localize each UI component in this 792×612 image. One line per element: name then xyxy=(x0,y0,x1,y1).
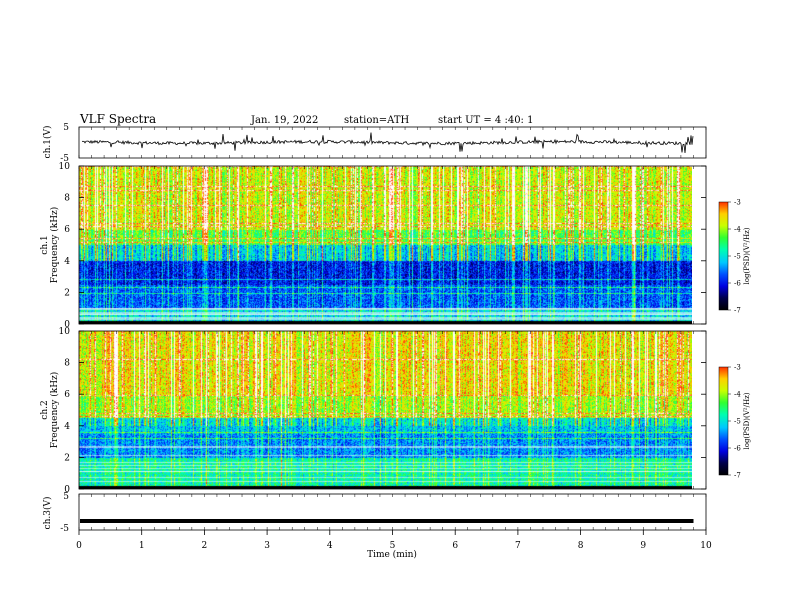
frequency-tick-label: 6 xyxy=(64,390,70,400)
frequency-tick-label: 10 xyxy=(59,327,71,337)
time-axis-tick-label: 10 xyxy=(700,541,712,551)
frequency-tick-label: 8 xyxy=(64,359,70,369)
colorbar-tick-label: -3 xyxy=(734,199,741,207)
ch2-frequency-ticks: 0 2 4 6 8 10 xyxy=(59,327,706,495)
colorbar-tick-label: -4 xyxy=(734,226,741,234)
time-axis-tick-label: 2 xyxy=(202,541,208,551)
ch3-ytick-bottom: -5 xyxy=(60,524,69,534)
ch3-frame xyxy=(78,493,707,531)
time-axis-tick-label: 3 xyxy=(264,541,270,551)
ch1-spectrogram-ylabel-channel: ch.1 xyxy=(40,235,50,254)
time-axis: Time (min) 0 1 2 3 4 5 6 7 8 9 10 xyxy=(76,127,712,560)
colorbar-tick-label: -7 xyxy=(734,472,741,480)
date-label: Jan. 19, 2022 xyxy=(250,115,318,126)
ch1-colorbar-ticks: -3 -4 -5 -6 -7 xyxy=(728,199,741,315)
time-axis-tick-label: 6 xyxy=(452,541,458,551)
ch2-colorbar: -3 -4 -5 -6 -7 log(PSD)(V²/Hz) xyxy=(718,364,751,480)
colorbar-tick-label: -6 xyxy=(734,445,741,453)
frequency-tick-label: 10 xyxy=(59,162,71,172)
ch1-colorbar-gradient xyxy=(719,202,728,310)
ch1-ytick-top: 5 xyxy=(63,123,69,133)
ch1-spectrogram-ylabel-frequency: Frequency (kHz) xyxy=(49,207,60,284)
ch3-trace xyxy=(80,519,694,523)
start-time-label: start UT = 4 :40: 1 xyxy=(438,115,533,126)
ch3-ylabel: ch.3(V) xyxy=(42,497,53,530)
ch2-spectrogram-ylabel-frequency: Frequency (kHz) xyxy=(49,372,60,449)
ch1-frequency-ticks: 0 2 4 6 8 10 xyxy=(59,162,706,330)
frequency-tick-label: 4 xyxy=(64,422,70,432)
frequency-tick-label: 2 xyxy=(64,453,70,463)
ch1-spectrogram-image xyxy=(79,166,692,324)
time-axis-tick-label: 1 xyxy=(139,541,145,551)
ch1-trace xyxy=(81,132,694,153)
time-axis-tick-label: 5 xyxy=(390,541,396,551)
ch2-colorbar-label: log(PSD)(V²/Hz) xyxy=(743,392,751,449)
figure-header: VLF Spectra Jan. 19, 2022 station=ATH st… xyxy=(79,112,533,126)
frequency-tick-label: 6 xyxy=(64,225,70,235)
ch2-spectrogram-image xyxy=(79,331,692,489)
ch3-ytick-top: 5 xyxy=(63,492,69,502)
frequency-tick-label: 4 xyxy=(64,257,70,267)
time-axis-tick-label: 8 xyxy=(578,541,584,551)
figure-title: VLF Spectra xyxy=(79,112,156,126)
colorbar-tick-label: -3 xyxy=(734,364,741,372)
ch1-ylabel: ch.1(V) xyxy=(42,126,53,159)
ch1-ytick-bottom: -5 xyxy=(60,154,69,164)
ch2-spectrogram-panel: 0 2 4 6 8 10 ch.2 Frequency (kHz) xyxy=(40,327,707,495)
frequency-tick-label: 2 xyxy=(64,288,70,298)
time-axis-tick-label: 9 xyxy=(640,541,646,551)
station-label: station=ATH xyxy=(344,115,410,126)
time-axis-tick-label: 7 xyxy=(515,541,521,551)
colorbar-tick-label: -5 xyxy=(734,253,741,261)
ch2-spectrogram-ylabel-channel: ch.2 xyxy=(40,400,50,419)
frequency-tick-label: 0 xyxy=(64,320,70,330)
colorbar-tick-label: -4 xyxy=(734,391,741,399)
colorbar-tick-label: -5 xyxy=(734,418,741,426)
time-axis-tick-label: 4 xyxy=(327,541,333,551)
frequency-tick-label: 0 xyxy=(64,485,70,495)
ch2-colorbar-gradient xyxy=(719,367,728,475)
frequency-tick-label: 8 xyxy=(64,194,70,204)
time-axis-label: Time (min) xyxy=(367,549,417,560)
ch1-colorbar: -3 -4 -5 -6 -7 log(PSD)(V²/Hz) xyxy=(718,199,751,315)
colorbar-tick-label: -6 xyxy=(734,280,741,288)
ch1-colorbar-label: log(PSD)(V²/Hz) xyxy=(743,227,751,284)
colorbar-tick-label: -7 xyxy=(734,307,741,315)
ch1-spectrogram-panel: 0 2 4 6 8 10 ch.1 Frequency (kHz) xyxy=(40,162,707,330)
time-axis-tick-label: 0 xyxy=(76,541,82,551)
ch2-colorbar-ticks: -3 -4 -5 -6 -7 xyxy=(728,364,741,480)
